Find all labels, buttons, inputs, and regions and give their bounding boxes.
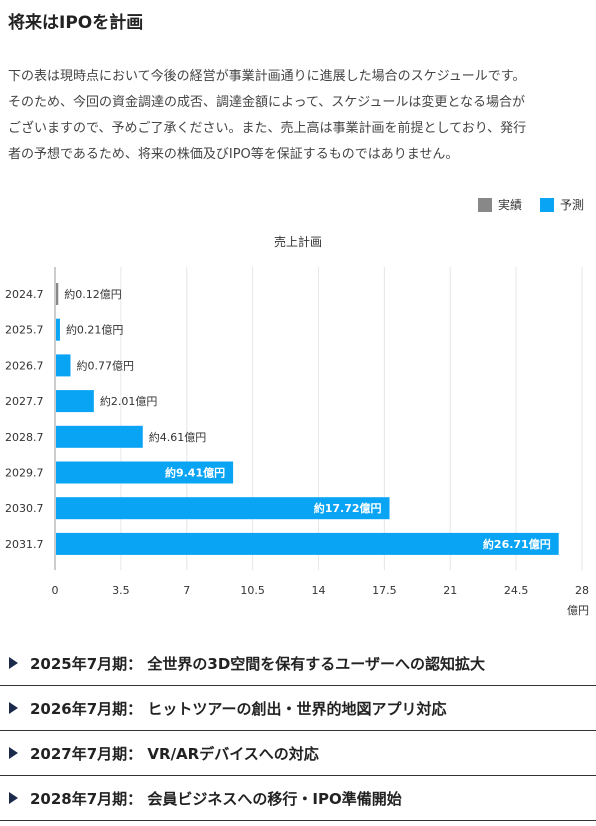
y-category-label: 2028.7 [5,431,44,444]
data-label: 約17.72億円 [314,501,382,515]
milestone-item[interactable]: 2028年7月期： 会員ビジネスへの移行・IPO準備開始 [0,776,596,821]
bar [56,354,71,377]
bar [56,425,143,448]
triangle-right-icon [9,657,18,669]
milestone-label: 2025年7月期： 全世界の3D空間を保有するユーザーへの認知拡大 [30,654,485,673]
y-category-label: 2025.7 [5,324,44,337]
bar [56,318,60,341]
data-label: 約0.21億円 [66,323,124,337]
description-line: そのため、今回の資金調達の成否、調達金額によって、スケジュールは変更となる場合が [8,95,526,110]
legend-label-actual: 実績 [497,198,522,212]
legend-item-forecast[interactable]: 予測 [539,196,584,213]
legend-label-forecast: 予測 [559,198,584,212]
milestone-item[interactable]: 2025年7月期： 全世界の3D空間を保有するユーザーへの認知拡大 [0,641,596,686]
description-line: ございますので、予めご了承ください。また、売上高は事業計画を前提としており、発行 [8,121,527,136]
y-category-label: 2027.7 [5,395,44,408]
data-label: 約0.12億円 [64,287,122,301]
x-tick-label: 17.5 [372,584,397,597]
data-label: 約4.61億円 [149,430,207,444]
x-axis-unit-label: 億円 [567,604,589,617]
x-tick-label: 3.5 [112,584,130,597]
description-line: 者の予想であるため、将来の株価及びIPO等を保証するものではありません。 [8,147,459,162]
description-text: 下の表は現時点において今後の経営が事業計画通りに進展した場合のスケジュールです。… [8,64,588,168]
x-tick-label: 0 [52,584,59,597]
bar [56,283,59,305]
milestone-label: 2027年7月期： VR/ARデバイスへの対応 [30,744,319,763]
chart-title: 売上計画 [274,234,322,249]
x-tick-label: 21 [443,584,457,597]
triangle-right-icon [9,792,18,804]
data-label: 約0.77億円 [76,358,133,372]
bar [56,390,94,413]
milestone-label: 2028年7月期： 会員ビジネスへの移行・IPO準備開始 [30,789,402,808]
bar [56,461,234,484]
page-title: 将来はIPOを計画 [8,13,144,33]
x-tick-label: 7 [183,584,190,597]
x-tick-label: 28 [575,584,589,597]
chart-legend: 実績 予測 [460,196,584,213]
x-tick-label: 10.5 [240,584,265,597]
description-line: 下の表は現時点において今後の経営が事業計画通りに進展した場合のスケジュールです。 [8,69,526,84]
milestone-item[interactable]: 2027年7月期： VR/ARデバイスへの対応 [0,731,596,776]
bar [56,497,390,520]
x-tick-label: 14 [312,584,326,597]
milestone-item[interactable]: 2026年7月期： ヒットツアーの創出・世界的地図アプリ対応 [0,686,596,731]
y-category-label: 2024.7 [5,288,44,301]
y-category-label: 2030.7 [5,502,44,515]
triangle-right-icon [9,702,18,714]
legend-swatch-actual [477,197,492,212]
bar [56,532,559,555]
y-category-label: 2029.7 [5,467,44,480]
triangle-right-icon [9,747,18,759]
milestone-label: 2026年7月期： ヒットツアーの創出・世界的地図アプリ対応 [30,699,447,718]
data-label: 約9.41億円 [165,466,225,480]
sales-plan-chart: 売上計画 0 3.5 7 10.5 14 17.5 21 24.5 28 億円 2024.7 約0.12… [5,234,589,617]
data-label: 約2.01億円 [100,394,158,408]
legend-swatch-forecast [539,197,554,212]
data-label: 約26.71億円 [483,537,551,551]
legend-item-actual[interactable]: 実績 [477,196,522,213]
milestone-list: 2025年7月期： 全世界の3D空間を保有するユーザーへの認知拡大 2026年7… [0,641,596,821]
y-category-label: 2026.7 [5,359,44,372]
y-category-label: 2031.7 [5,538,44,551]
x-tick-label: 24.5 [504,584,529,597]
